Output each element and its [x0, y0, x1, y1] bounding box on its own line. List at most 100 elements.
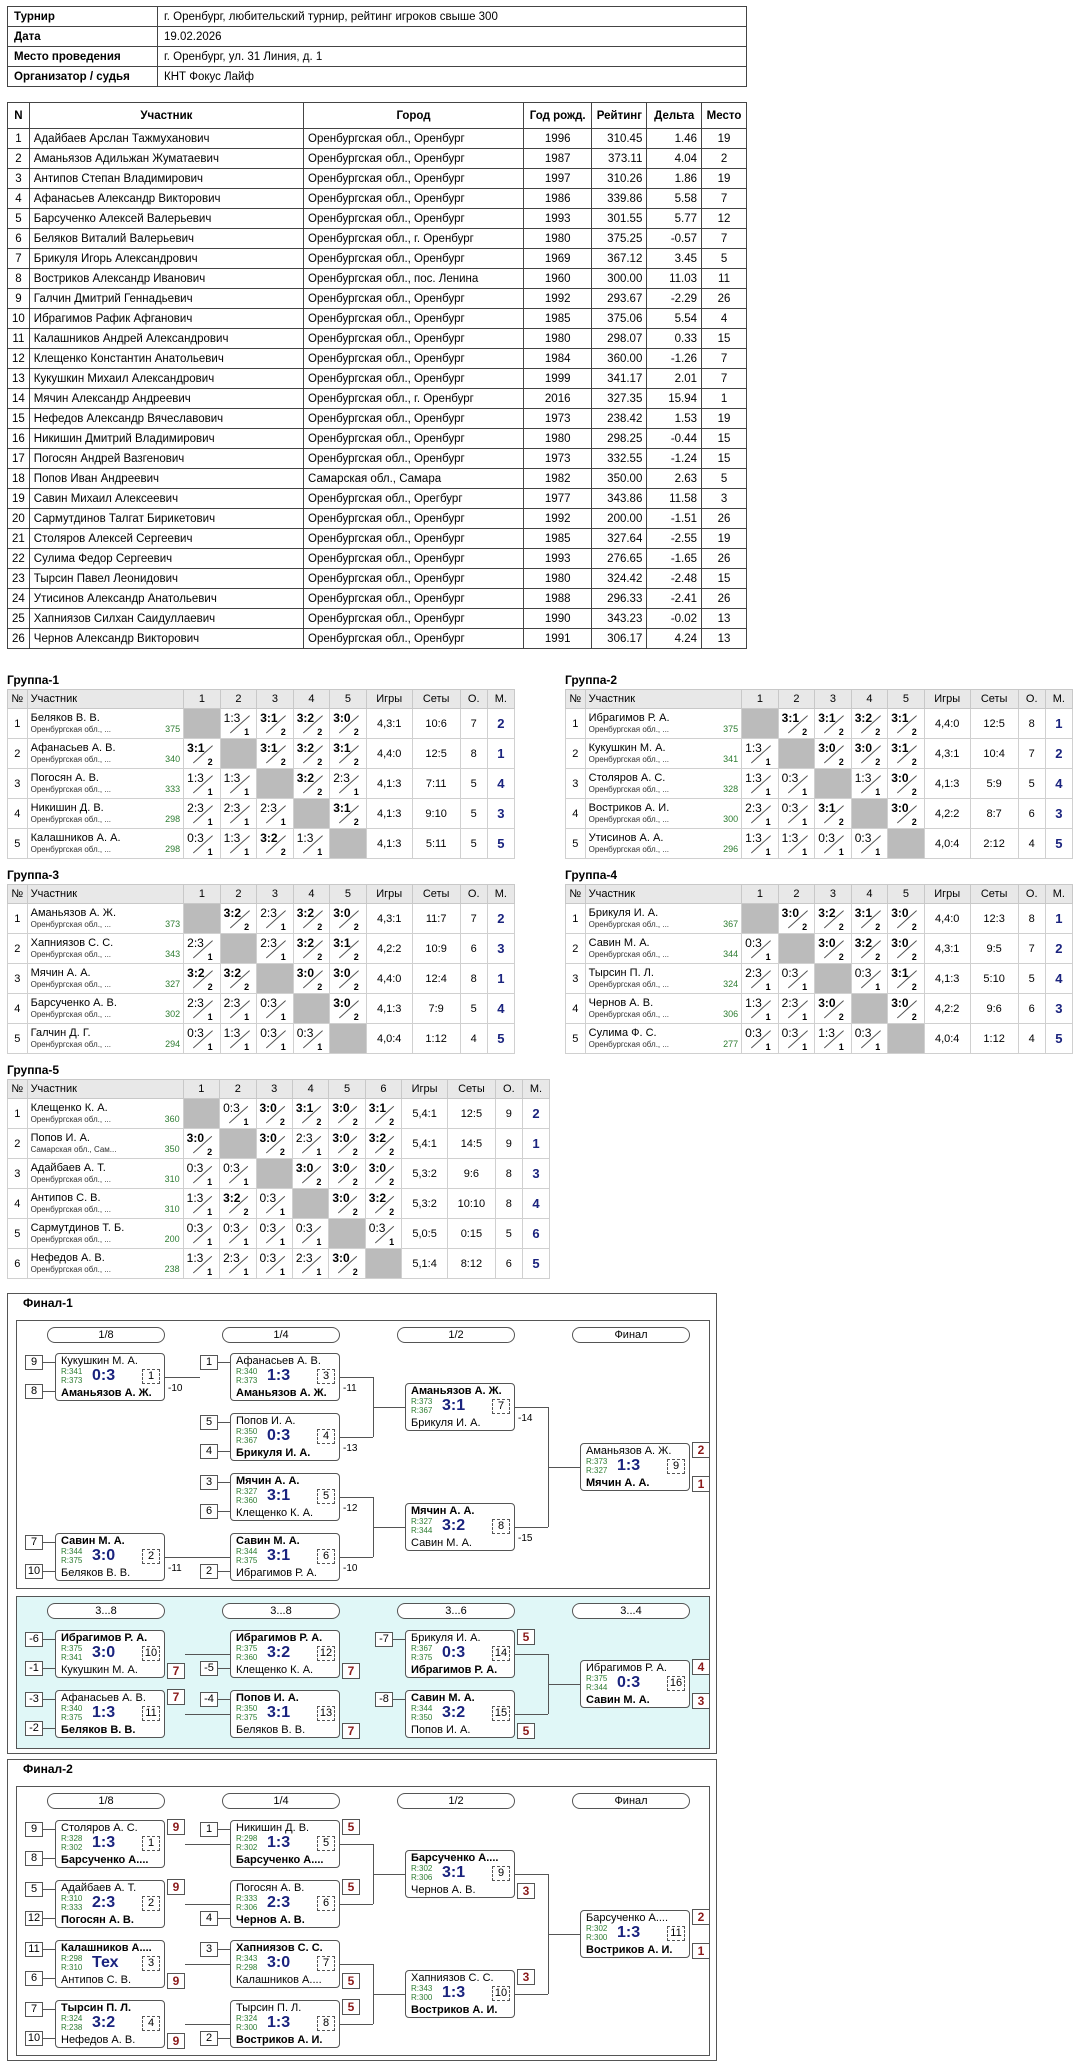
points-cell: 8	[1017, 903, 1046, 934]
match-player-2: Савин М. А.	[411, 1537, 472, 1549]
self-cell	[183, 903, 221, 934]
col-opponent: 1	[183, 689, 221, 709]
players-cell: Оренбургская обл., Оренбург	[303, 548, 524, 569]
participant-cell: Ибрагимов Р. А. Оренбургская обл., ... 375	[584, 708, 743, 739]
players-cell: 343.86	[591, 488, 648, 509]
row-num: 1	[565, 903, 586, 934]
result-points: 1	[765, 787, 771, 797]
players-cell: Оренбургская обл., Оренбург	[303, 348, 524, 369]
col-opponent: 2	[219, 689, 258, 709]
info-label: Дата	[7, 26, 158, 47]
place-cell: 6	[521, 1218, 551, 1249]
col-stat: М.	[1044, 884, 1074, 904]
players-cell: 15	[701, 328, 747, 349]
result-cell: 0:3 1	[291, 1218, 330, 1249]
players-cell: 5.54	[646, 308, 703, 329]
participant-rating: 238	[164, 1264, 180, 1274]
result-score: 3:2	[260, 831, 278, 845]
place-cell: 4	[1044, 963, 1074, 994]
match-box: Никишин Д. В. R:298 R:302 1:3 Барсученко А..…	[230, 1820, 340, 1868]
result-cell: 0:3 1	[256, 1023, 294, 1054]
participant-name: Савин М. А.	[588, 936, 650, 949]
row-num: 5	[7, 1218, 28, 1249]
players-cell: Нефедов Александр Вячеславович	[28, 408, 305, 429]
result-cell: 3:0 2	[329, 708, 367, 739]
sets-cell: 2:12	[969, 828, 1019, 859]
result-points: 1	[243, 1117, 249, 1127]
players-cell: 1991	[522, 628, 593, 649]
match-rating-2: R:306	[411, 1873, 433, 1882]
place-cell: 1	[486, 963, 516, 994]
games-cell: 4,1:3	[365, 798, 413, 829]
players-cell: 19	[701, 168, 747, 189]
match-player-1: Брикуля И. А.	[411, 1632, 481, 1644]
players-cell: 2016	[522, 388, 593, 409]
result-points: 1	[207, 1207, 213, 1217]
players-cell: Оренбургская обл., Оренбург	[303, 588, 524, 609]
table-row: 1 Адайбаев Арслан Тажмуханович Оренбургска…	[7, 128, 747, 149]
result-points: 1	[838, 847, 844, 857]
table-row: 12 Клещенко Константин Анатольевич Оренбур…	[7, 348, 747, 369]
match-box: Савин М. А. R:344 R:350 3:2 Попов И. А. 15	[405, 1690, 515, 1738]
loser-destination: -12	[343, 1503, 358, 1514]
match-rating-1: R:344	[61, 1547, 83, 1556]
match-player-2: Беляков В. В.	[61, 1724, 136, 1736]
result-cell: 3:1 2	[329, 798, 367, 829]
col-opponent: 3	[256, 884, 294, 904]
participant-rating: 310	[164, 1174, 180, 1184]
participant-name: Попов И. А.	[30, 1131, 90, 1144]
result-cell: 1:3 1	[741, 768, 779, 799]
group-table: № Участник 1 2 3 4 5 Игры Сеты О. М. 1 Брикуля И. А.…	[565, 884, 1074, 1054]
result-score: 2:3	[223, 996, 241, 1010]
points-cell: 6	[459, 933, 488, 964]
players-cell: 300.00	[591, 268, 648, 289]
result-score: 0:3	[854, 966, 872, 980]
match-score: 3:2	[442, 1517, 466, 1534]
bracket-connector	[548, 1934, 580, 1935]
players-cell: 1986	[522, 188, 593, 209]
players-cell: 350.00	[591, 468, 648, 489]
table-row: 4 Никишин Д. В. Оренбургская обл., ... 298 2…	[7, 798, 516, 829]
match-score: 3:2	[267, 1644, 291, 1661]
loser-destination: -10	[343, 1563, 358, 1574]
players-cell: Оренбургская обл., г. Оренбург	[303, 388, 524, 409]
result-cell: 0:3 1	[182, 1218, 221, 1249]
col-stat: М.	[486, 884, 516, 904]
table-row: 2 Аманьязов Адильжан Жуматаевич Оренбургск…	[7, 148, 747, 169]
result-score: 1:3	[187, 771, 204, 785]
players-cell: 1973	[522, 408, 593, 429]
table-row: 20 Сармутдинов Талгат Бирикетович Оренбург…	[7, 508, 747, 529]
points-cell: 8	[494, 1188, 523, 1219]
result-points: 1	[316, 1267, 322, 1277]
players-col-header: Дельта	[646, 102, 703, 129]
self-cell	[850, 798, 889, 829]
self-cell	[291, 1188, 330, 1219]
result-points: 2	[353, 1012, 359, 1022]
players-cell: 298.07	[591, 328, 648, 349]
match-player-1: Савин М. А.	[61, 1535, 125, 1547]
match-score: 3:1	[267, 1487, 291, 1504]
match-box: Калашников А.... R:298 R:310 Тех Антипов С. …	[55, 1940, 165, 1988]
bracket-connector	[43, 1639, 55, 1640]
result-cell: 3:1 2	[364, 1098, 403, 1129]
result-cell: 3:1 2	[291, 1098, 330, 1129]
players-cell: 26	[701, 508, 747, 529]
table-row: 1 Аманьязов А. Ж. Оренбургская обл., ... 37…	[7, 903, 516, 934]
games-cell: 4,2:2	[923, 798, 971, 829]
players-cell: 14	[7, 388, 30, 409]
result-cell: 1:3 1	[219, 708, 258, 739]
table-row: 13 Кукушкин Михаил Александрович Оренбургс…	[7, 368, 747, 389]
table-row: 4 Афанасьев Александр Викторович Оренбургс…	[7, 188, 747, 209]
final-place-box: 1	[692, 1943, 710, 1959]
games-cell: 4,3:1	[923, 933, 971, 964]
final-place-box: 1	[692, 1476, 710, 1492]
bracket-connector	[515, 1874, 548, 1875]
players-cell: -1.26	[646, 348, 703, 369]
bracket-connector	[340, 1497, 373, 1498]
result-score: 3:0	[332, 1251, 350, 1265]
match-rating-2: R:302	[61, 1843, 83, 1852]
result-score: 3:0	[296, 966, 315, 980]
col-opponent: 4	[292, 689, 331, 709]
match-rating-1: R:373	[586, 1457, 608, 1466]
players-cell: 2.63	[646, 468, 703, 489]
